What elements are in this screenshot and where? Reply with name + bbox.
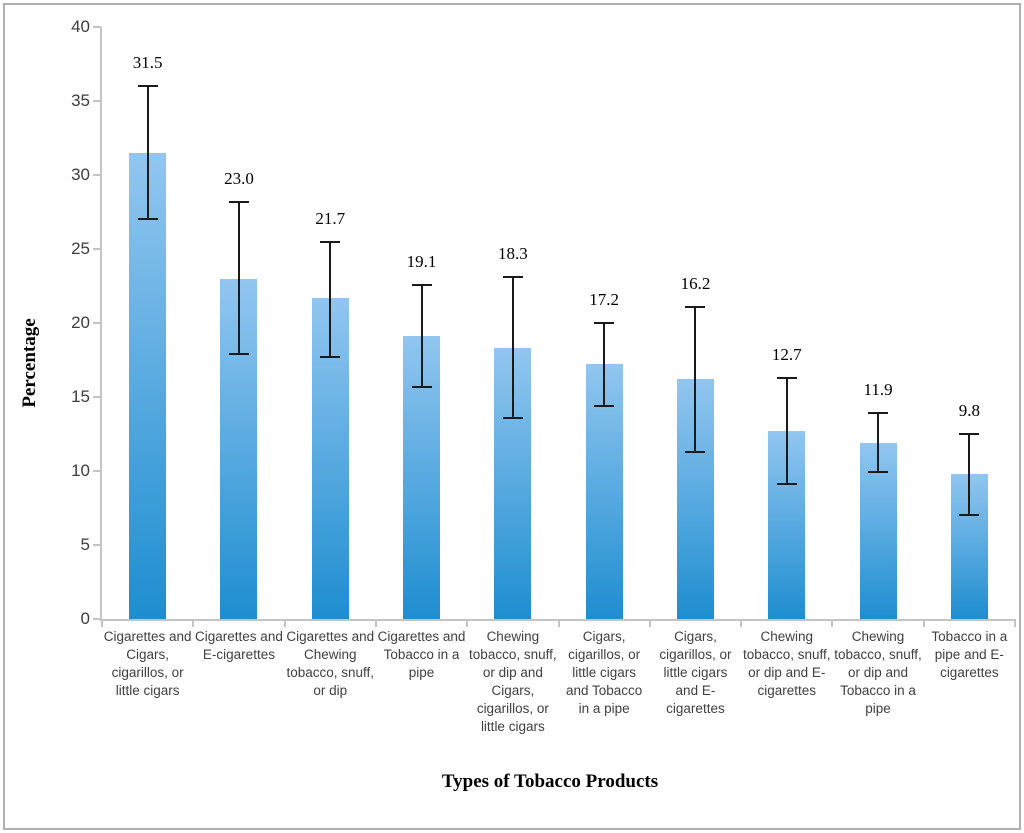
y-tick-mark	[93, 618, 101, 620]
error-bar-cap-top	[594, 322, 615, 324]
x-tick-mark	[283, 621, 286, 627]
y-tick-label: 25	[71, 239, 90, 258]
error-bar-cap-top	[411, 283, 432, 286]
bar-value-label: 11.9	[863, 380, 893, 400]
bar-value-label: 19.1	[406, 251, 437, 271]
x-tick-mark	[1014, 621, 1016, 627]
y-tick-mark	[93, 396, 101, 398]
error-bar-line	[694, 306, 697, 452]
error-bar-cap-bottom	[137, 218, 158, 221]
error-bar-cap-top	[685, 305, 706, 308]
y-tick-mark	[93, 26, 101, 28]
x-tick-mark	[192, 621, 195, 627]
x-tick-mark	[831, 621, 834, 627]
x-tick-mark	[557, 621, 560, 627]
error-bar-line	[877, 413, 880, 473]
error-bar-cap-bottom	[776, 483, 797, 486]
bar-value-label: 23.0	[224, 168, 254, 188]
x-category-label: Cigarettes and E-cigarettes	[195, 629, 283, 662]
error-bar-cap-top	[959, 433, 980, 435]
y-tick-mark	[93, 322, 101, 324]
y-tick-label: 40	[71, 17, 90, 36]
error-bar-cap-bottom	[411, 385, 432, 388]
bar-value-label: 21.7	[315, 208, 346, 228]
y-tick-label: 10	[71, 461, 90, 480]
error-bar-line	[785, 377, 788, 485]
x-tick-mark	[648, 621, 651, 627]
error-bar-cap-top	[868, 412, 889, 415]
error-bar-cap-top	[137, 85, 158, 88]
y-tick-label: 30	[71, 165, 90, 184]
error-bar-line	[968, 434, 971, 516]
x-axis-title: Types of Tobacco Products	[441, 771, 659, 792]
y-tick-mark	[93, 174, 101, 176]
error-bar-cap-top	[228, 200, 249, 203]
x-category-label: Chewing tobacco, snuff, or dip and E-cig…	[742, 629, 831, 698]
bar-value-label: 18.3	[497, 244, 528, 264]
x-tick-mark	[101, 621, 103, 627]
x-category-label: Chewing tobacco, snuff, or dip and Tobac…	[834, 629, 922, 716]
x-category-label: Cigarettes and Tobacco in a pipe	[377, 629, 466, 680]
error-bar-line	[237, 201, 240, 355]
error-bar-cap-bottom	[868, 471, 889, 474]
x-tick-mark	[374, 621, 377, 627]
x-tick-mark	[740, 621, 743, 627]
y-axis-title: Percentage	[19, 318, 40, 408]
y-axis-line	[100, 27, 102, 621]
bar-value-label: 31.5	[132, 53, 163, 73]
error-bar-line	[146, 86, 149, 220]
y-tick-mark	[93, 470, 101, 472]
error-bar-cap-top	[320, 240, 341, 243]
error-bar-cap-bottom	[502, 416, 523, 419]
error-bar-line	[420, 284, 423, 387]
bar-value-label: 12.7	[771, 344, 802, 364]
x-category-label: Cigars, cigarillos, or little cigars and…	[659, 629, 732, 716]
error-bar-line	[603, 323, 606, 406]
error-bar-cap-bottom	[594, 404, 615, 407]
bar-value-label: 17.2	[589, 290, 620, 309]
x-tick-mark	[922, 621, 925, 627]
y-tick-mark	[93, 100, 101, 102]
error-bar-cap-bottom	[685, 450, 706, 453]
x-category-label: Cigars, cigarillos, or little cigars and…	[565, 629, 643, 716]
bar-value-label: 16.2	[680, 273, 711, 293]
error-bar-cap-top	[502, 276, 523, 279]
bar	[129, 152, 167, 619]
y-tick-label: 35	[71, 91, 90, 110]
y-tick-mark	[93, 248, 101, 250]
bar-value-label: 9.8	[958, 401, 980, 420]
error-bar-cap-top	[776, 376, 797, 379]
x-category-label: Tobacco in a pipe and E-cigarettes	[931, 629, 1008, 680]
error-bar-cap-bottom	[320, 356, 341, 359]
error-bar-cap-bottom	[228, 353, 249, 356]
y-tick-mark	[93, 544, 101, 546]
x-category-label: Cigarettes and Chewing tobacco, snuff, o…	[286, 629, 375, 698]
x-axis-line	[100, 619, 1016, 621]
y-tick-label: 15	[71, 387, 90, 406]
error-bar-cap-bottom	[959, 514, 980, 517]
y-tick-label: 0	[80, 609, 90, 628]
error-bar-line	[329, 241, 332, 358]
y-tick-label: 5	[80, 535, 90, 554]
x-tick-mark	[466, 621, 469, 627]
error-bar-line	[511, 277, 514, 418]
x-category-label: Chewing tobacco, snuff, or dip and Cigar…	[469, 629, 557, 734]
y-tick-label: 20	[71, 313, 90, 332]
x-category-label: Cigarettes and Cigars, cigarillos, or li…	[103, 629, 192, 698]
